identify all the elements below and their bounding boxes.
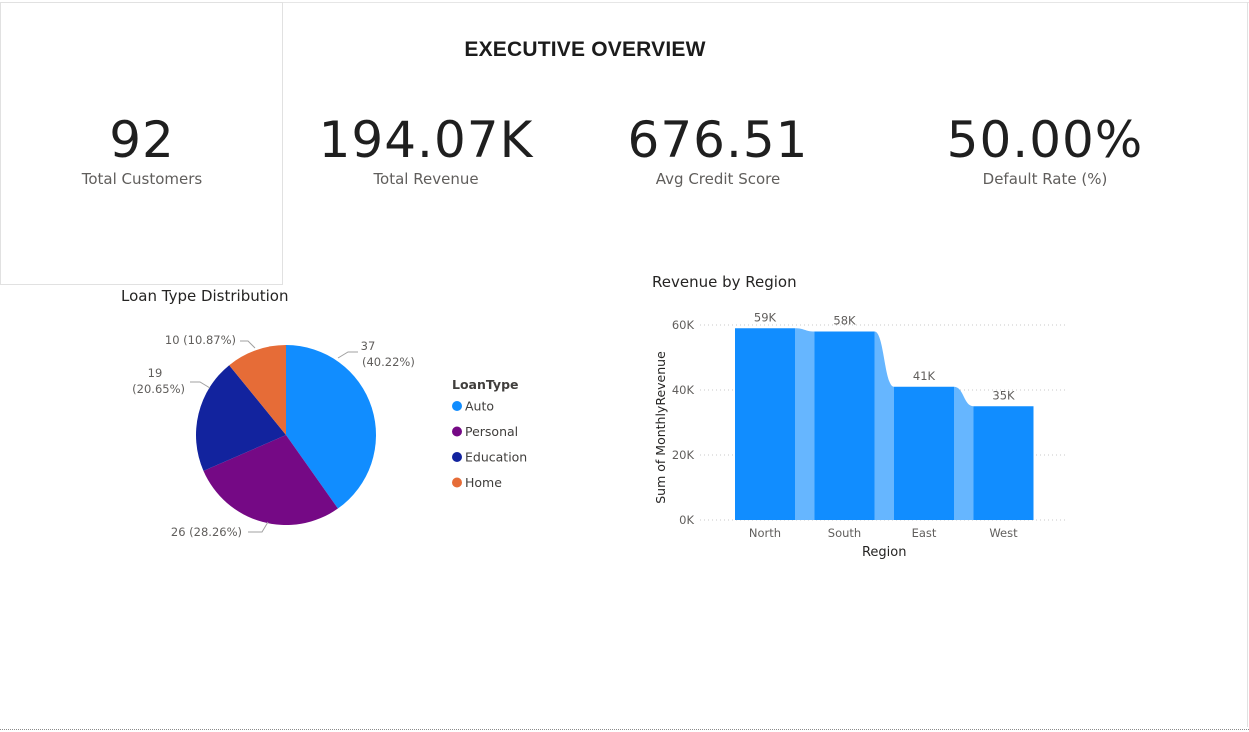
- canvas-top-border: [0, 2, 1249, 3]
- loan-type-pie-chart[interactable]: 37 (40.22%) 26 (28.26%) 19 (20.65%) 10 (10.87…: [0, 300, 600, 560]
- bar-south[interactable]: [814, 331, 875, 521]
- pie-leader-line: [248, 521, 269, 533]
- x-tick-label: North: [749, 526, 781, 540]
- legend-marker-home: [452, 477, 462, 488]
- canvas-right-border: [1247, 2, 1248, 727]
- x-tick-label: South: [828, 526, 861, 540]
- bar-value-label: 59K: [754, 310, 777, 324]
- kpi-value: 676.51: [627, 111, 809, 169]
- pie-leader-line: [190, 381, 211, 389]
- legend-item-personal[interactable]: Personal: [465, 424, 518, 439]
- bar-north[interactable]: [735, 328, 795, 520]
- pie-data-label: 26 (28.26%): [171, 525, 242, 539]
- kpi-value: 194.07K: [318, 111, 534, 169]
- legend-marker-auto: [452, 401, 462, 411]
- kpi-card-avg-credit-score[interactable]: 676.51 Avg Credit Score: [598, 112, 838, 188]
- pie-slice-auto[interactable]: [286, 345, 377, 509]
- pie-leader-line: [240, 340, 256, 349]
- pie-leader-line: [337, 351, 358, 359]
- y-axis-title: Sum of MonthlyRevenue: [653, 351, 668, 504]
- pie-chart-title: Loan Type Distribution: [121, 287, 289, 305]
- y-tick-label: 20K: [672, 448, 695, 462]
- canvas-bottom-border: [0, 729, 1249, 730]
- revenue-by-region-chart[interactable]: 0K 20K 40K 60K 59K North 58K South 41K East 35K Wes…: [640, 295, 1100, 570]
- pie-slice-personal[interactable]: [203, 435, 338, 526]
- bar-value-label: 41K: [913, 369, 936, 383]
- kpi-card-default-rate[interactable]: 50.00% Default Rate (%): [920, 112, 1170, 188]
- pie-legend-title: LoanType: [452, 377, 519, 392]
- kpi-value: 92: [109, 111, 175, 169]
- y-tick-label: 60K: [672, 318, 695, 332]
- bar-value-label: 58K: [833, 314, 856, 328]
- legend-item-education[interactable]: Education: [465, 450, 527, 465]
- y-tick-label: 40K: [672, 383, 695, 397]
- x-axis-title: Region: [862, 545, 907, 560]
- report-title: EXECUTIVE OVERVIEW: [464, 38, 706, 61]
- bar-chart-title: Revenue by Region: [652, 273, 797, 291]
- pie-data-label-count: 37: [361, 339, 376, 353]
- kpi-label: Avg Credit Score: [655, 170, 781, 188]
- visual-focus-outline[interactable]: [0, 2, 283, 285]
- pie-slice-education[interactable]: [195, 365, 286, 471]
- legend-marker-personal: [452, 426, 462, 437]
- pie-data-label-pct: (40.22%): [362, 355, 415, 369]
- kpi-value: 50.00%: [946, 111, 1144, 169]
- kpi-label: Total Revenue: [373, 170, 479, 188]
- legend-item-auto[interactable]: Auto: [465, 399, 494, 414]
- kpi-card-total-customers[interactable]: 92 Total Customers: [42, 112, 242, 188]
- pie-data-label: 10 (10.87%): [165, 333, 236, 347]
- x-tick-label: West: [989, 526, 1018, 540]
- kpi-card-total-revenue[interactable]: 194.07K Total Revenue: [296, 112, 556, 188]
- bar-west[interactable]: [973, 406, 1034, 520]
- bar-east[interactable]: [894, 386, 954, 520]
- bar-value-label: 35K: [992, 388, 1015, 402]
- y-tick-label: 0K: [679, 513, 694, 527]
- pie-slice-home[interactable]: [229, 345, 286, 435]
- ribbon-connector: [874, 331, 894, 520]
- kpi-label: Default Rate (%): [982, 170, 1108, 188]
- x-tick-label: East: [912, 526, 937, 540]
- legend-item-home[interactable]: Home: [465, 475, 502, 490]
- ribbon-connector: [954, 386, 974, 520]
- kpi-label: Total Customers: [81, 170, 203, 188]
- ribbon-connector: [795, 328, 815, 520]
- legend-marker-education: [452, 452, 462, 462]
- pie-data-label-pct: (20.65%): [132, 382, 185, 396]
- pie-data-label-count: 19: [148, 366, 163, 380]
